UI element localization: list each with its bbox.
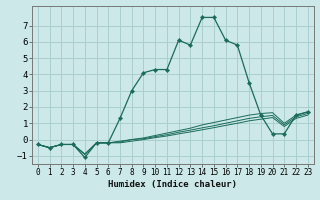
X-axis label: Humidex (Indice chaleur): Humidex (Indice chaleur) [108,180,237,189]
